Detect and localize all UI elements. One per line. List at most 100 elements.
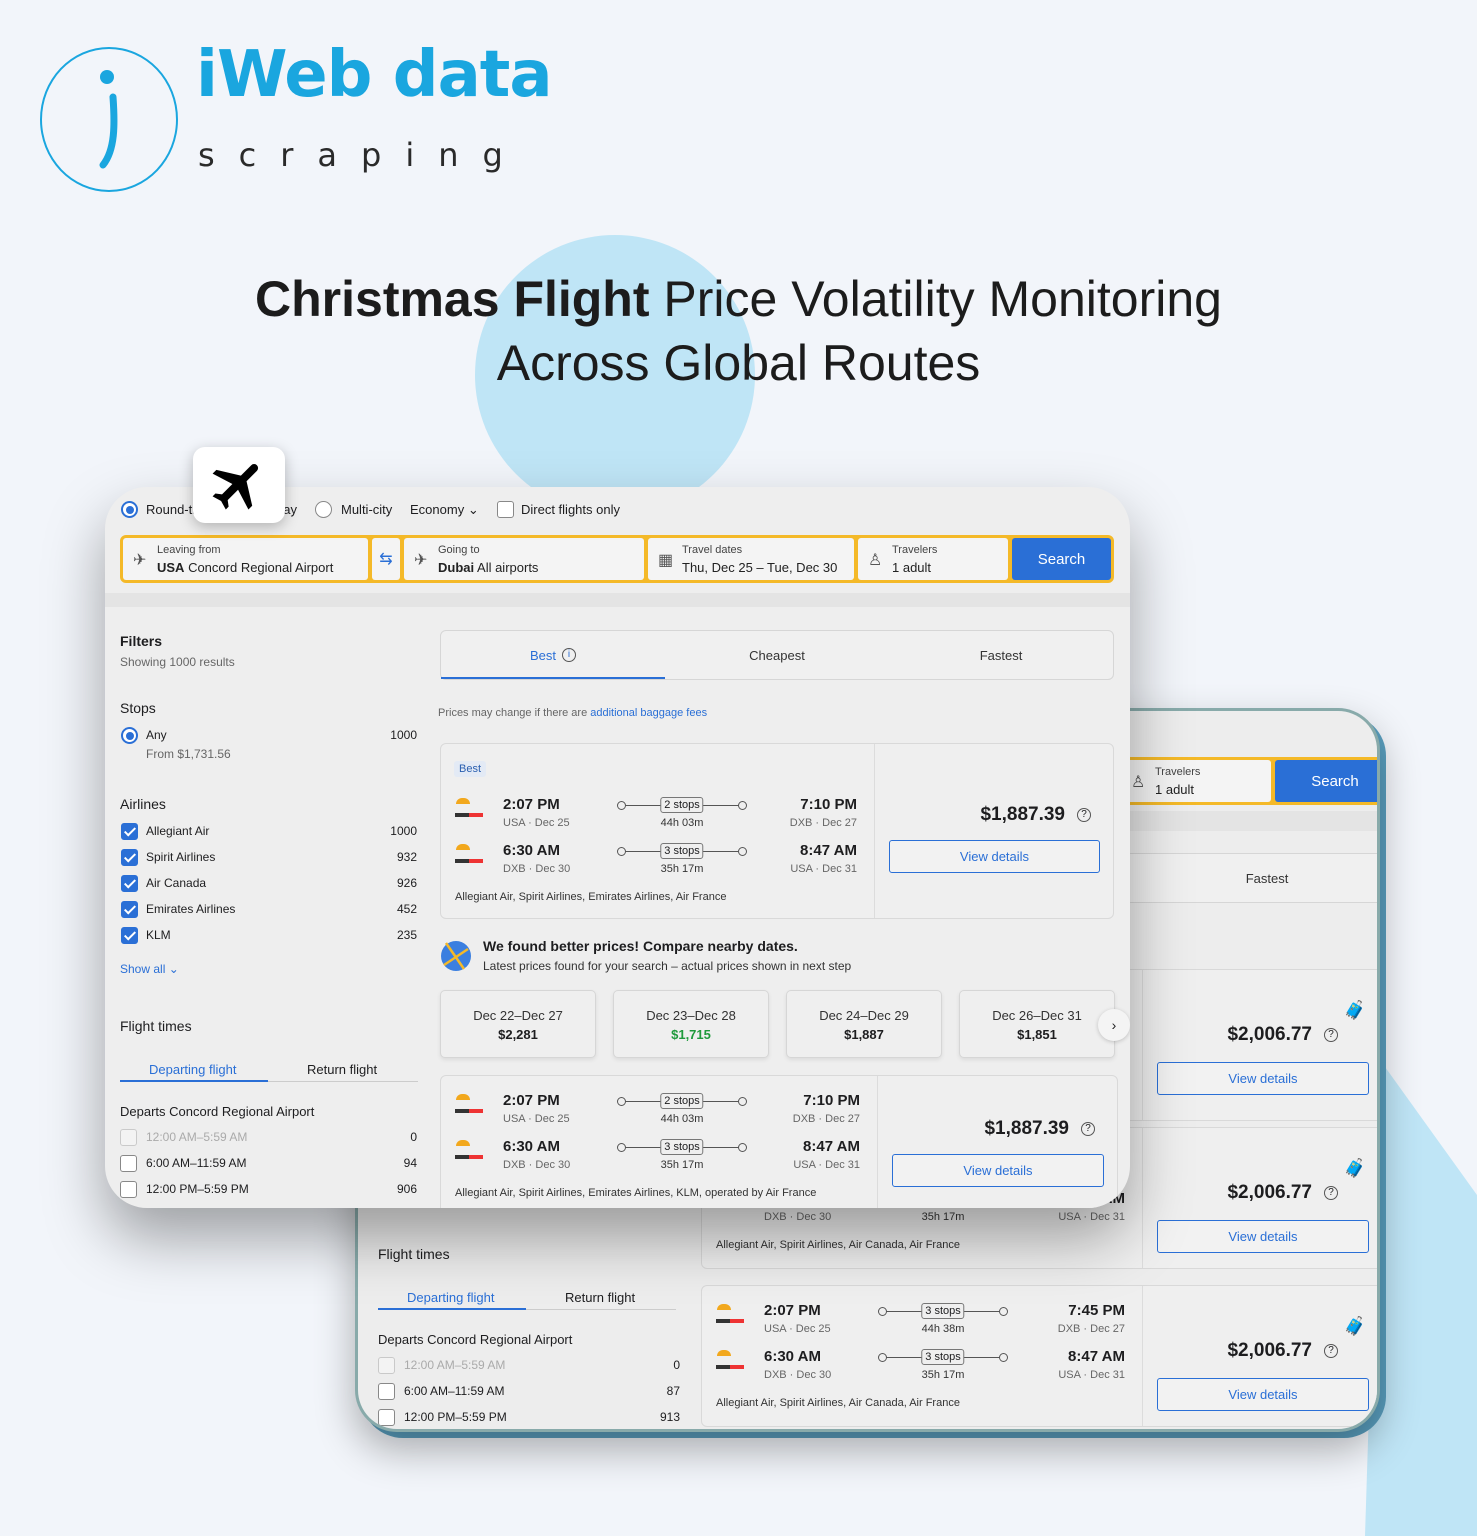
- airline-checkbox[interactable]: [121, 823, 138, 840]
- plane-takeoff-icon: ✈: [133, 552, 147, 569]
- nearby-date-card[interactable]: Dec 23–Dec 28 $1,715: [613, 990, 769, 1058]
- price: $1,887.39?: [980, 804, 1091, 826]
- plane-badge: [193, 447, 285, 523]
- view-details-button[interactable]: View details: [892, 1154, 1104, 1187]
- airline-name: Emirates Airlines: [146, 902, 236, 916]
- next-dates-button[interactable]: ›: [1098, 1009, 1130, 1041]
- airline-logo-icon: [716, 1319, 744, 1323]
- help-icon[interactable]: ?: [1081, 1121, 1095, 1136]
- logo-j-icon: [99, 70, 118, 169]
- chevron-right-icon: ›: [1111, 1017, 1117, 1033]
- duration: 44h 03m: [660, 1113, 704, 1125]
- from-field[interactable]: ✈ Leaving from USA Concord Regional Airpor…: [123, 538, 368, 580]
- airline-checkbox[interactable]: [121, 849, 138, 866]
- tab-return-flight[interactable]: Return flight: [307, 1062, 378, 1077]
- help-icon[interactable]: ?: [1324, 1343, 1338, 1358]
- nearby-price: $1,715: [671, 1027, 711, 1042]
- time-range-count: 94: [403, 1156, 417, 1170]
- operating-airlines: Allegiant Air, Spirit Airlines, Air Cana…: [716, 1239, 960, 1251]
- help-icon[interactable]: ?: [1077, 807, 1091, 822]
- airline-count: 932: [396, 850, 417, 864]
- direct-flights-checkbox[interactable]: [497, 501, 514, 518]
- departure-time: 2:07 PM: [503, 1092, 560, 1109]
- arrival-info: USA · Dec 31: [1058, 1369, 1125, 1381]
- search-bar: ✈ Leaving from USA Concord Regional Airpor…: [120, 535, 1114, 583]
- radio-multi-city[interactable]: [315, 501, 332, 518]
- flight-result-card: Best 2:07 PM USA · Dec 25 2 stops 44h 03m 7:1…: [440, 743, 1114, 919]
- airline-checkbox[interactable]: [121, 875, 138, 892]
- back-search-bar: ♙ Travelers 1 adult Search: [1118, 757, 1377, 805]
- better-prices-title: We found better prices! Compare nearby d…: [483, 938, 798, 954]
- back-travelers-field[interactable]: ♙ Travelers 1 adult: [1121, 760, 1271, 802]
- tab-departing-flight[interactable]: Departing flight: [149, 1062, 237, 1077]
- dates-field[interactable]: ▦ Travel dates Thu, Dec 25 – Tue, Dec 30: [648, 538, 854, 580]
- stop-any-radio[interactable]: [121, 727, 138, 744]
- show-all-link[interactable]: Show all ⌄: [120, 962, 179, 976]
- operating-airlines: Allegiant Air, Spirit Airlines, Emirates…: [455, 891, 727, 903]
- nearby-date-card[interactable]: Dec 26–Dec 31 $1,851: [959, 990, 1115, 1058]
- swap-button[interactable]: ⇆: [372, 538, 400, 580]
- airline-checkbox[interactable]: [121, 901, 138, 918]
- arrival-time: 7:10 PM: [803, 1092, 860, 1109]
- tab-fastest[interactable]: Fastest: [979, 647, 1023, 663]
- help-icon[interactable]: ?: [1324, 1027, 1338, 1042]
- cabin-select[interactable]: Economy ⌄: [410, 502, 479, 518]
- time-range-label: 6:00 AM–11:59 AM: [146, 1156, 247, 1170]
- to-value: Dubai All airports: [438, 560, 539, 575]
- departure-time: 6:30 AM: [503, 1138, 560, 1155]
- flight-result-card: 2:07 PM USA · Dec 25 2 stops 44h 03m 7:10 PM…: [440, 1075, 1118, 1208]
- time-range-count: 0: [410, 1130, 417, 1144]
- departure-info: DXB · Dec 30: [764, 1211, 832, 1223]
- airline-logo-icon: [456, 844, 470, 850]
- brand-tagline: scraping: [198, 136, 527, 174]
- headline-line2: Across Global Routes: [496, 335, 981, 391]
- stops-badge: 2 stops: [660, 797, 704, 813]
- departure-info: DXB · Dec 30: [764, 1369, 832, 1381]
- tab-departing-flight[interactable]: Departing flight: [407, 1290, 495, 1305]
- time-checkbox[interactable]: [120, 1155, 137, 1172]
- time-checkbox[interactable]: [120, 1181, 137, 1198]
- airline-logo-icon: [716, 1365, 744, 1369]
- airline-logo-icon: [455, 1109, 483, 1113]
- departs-airport: Departs Concord Regional Airport: [378, 1332, 573, 1347]
- view-details-button[interactable]: View details: [1157, 1220, 1369, 1253]
- tab-return-flight[interactable]: Return flight: [565, 1290, 636, 1305]
- travelers-field[interactable]: ♙ Travelers 1 adult: [858, 538, 1008, 580]
- back-tab-fastest[interactable]: Fastest: [1245, 870, 1289, 886]
- airline-count: 235: [396, 928, 417, 942]
- help-icon[interactable]: ?: [1324, 1185, 1338, 1200]
- time-range-label: 12:00 PM–5:59 PM: [404, 1410, 507, 1424]
- time-checkbox[interactable]: [378, 1409, 395, 1426]
- arrival-time: 7:45 PM: [1068, 1302, 1125, 1319]
- airline-count: 926: [396, 876, 417, 890]
- to-field[interactable]: ✈ Going to Dubai All airports: [404, 538, 644, 580]
- view-details-button[interactable]: View details: [889, 840, 1100, 873]
- operating-airlines: Allegiant Air, Spirit Airlines, Emirates…: [455, 1187, 817, 1199]
- back-search-button[interactable]: Search: [1275, 760, 1377, 802]
- tab-best[interactable]: Best i: [441, 631, 665, 679]
- nearby-date-card[interactable]: Dec 24–Dec 29 $1,887: [786, 990, 942, 1058]
- view-details-button[interactable]: View details: [1157, 1062, 1369, 1095]
- search-button[interactable]: Search: [1012, 538, 1111, 580]
- airline-count: 452: [396, 902, 417, 916]
- price-value: $2,006.77: [1227, 1182, 1312, 1203]
- time-checkbox[interactable]: [378, 1383, 395, 1400]
- baggage-fees-link[interactable]: additional baggage fees: [590, 707, 708, 719]
- travelers-label: Travelers: [892, 544, 938, 556]
- nearby-dates: Dec 24–Dec 29: [819, 1008, 909, 1023]
- airline-logo-icon: [455, 859, 483, 863]
- radio-round-trip[interactable]: [121, 501, 138, 518]
- tab-cheapest[interactable]: Cheapest: [749, 647, 805, 663]
- nearby-date-card[interactable]: Dec 22–Dec 27 $2,281: [440, 990, 596, 1058]
- nearby-price: $2,281: [498, 1027, 538, 1042]
- baggage-included-icon: 🧳: [1343, 1000, 1366, 1020]
- nearby-price: $1,851: [1017, 1027, 1057, 1042]
- airline-checkbox[interactable]: [121, 927, 138, 944]
- time-range-count: 87: [666, 1384, 680, 1398]
- card-divider: [877, 1076, 878, 1208]
- front-search-panel: Round-trip One-way Multi-city Economy ⌄ …: [105, 487, 1130, 1208]
- view-details-button[interactable]: View details: [1157, 1378, 1369, 1411]
- nearby-dates: Dec 26–Dec 31: [992, 1008, 1082, 1023]
- stops-badge: 3 stops: [660, 1139, 704, 1155]
- back-travelers-label: Travelers: [1155, 766, 1201, 778]
